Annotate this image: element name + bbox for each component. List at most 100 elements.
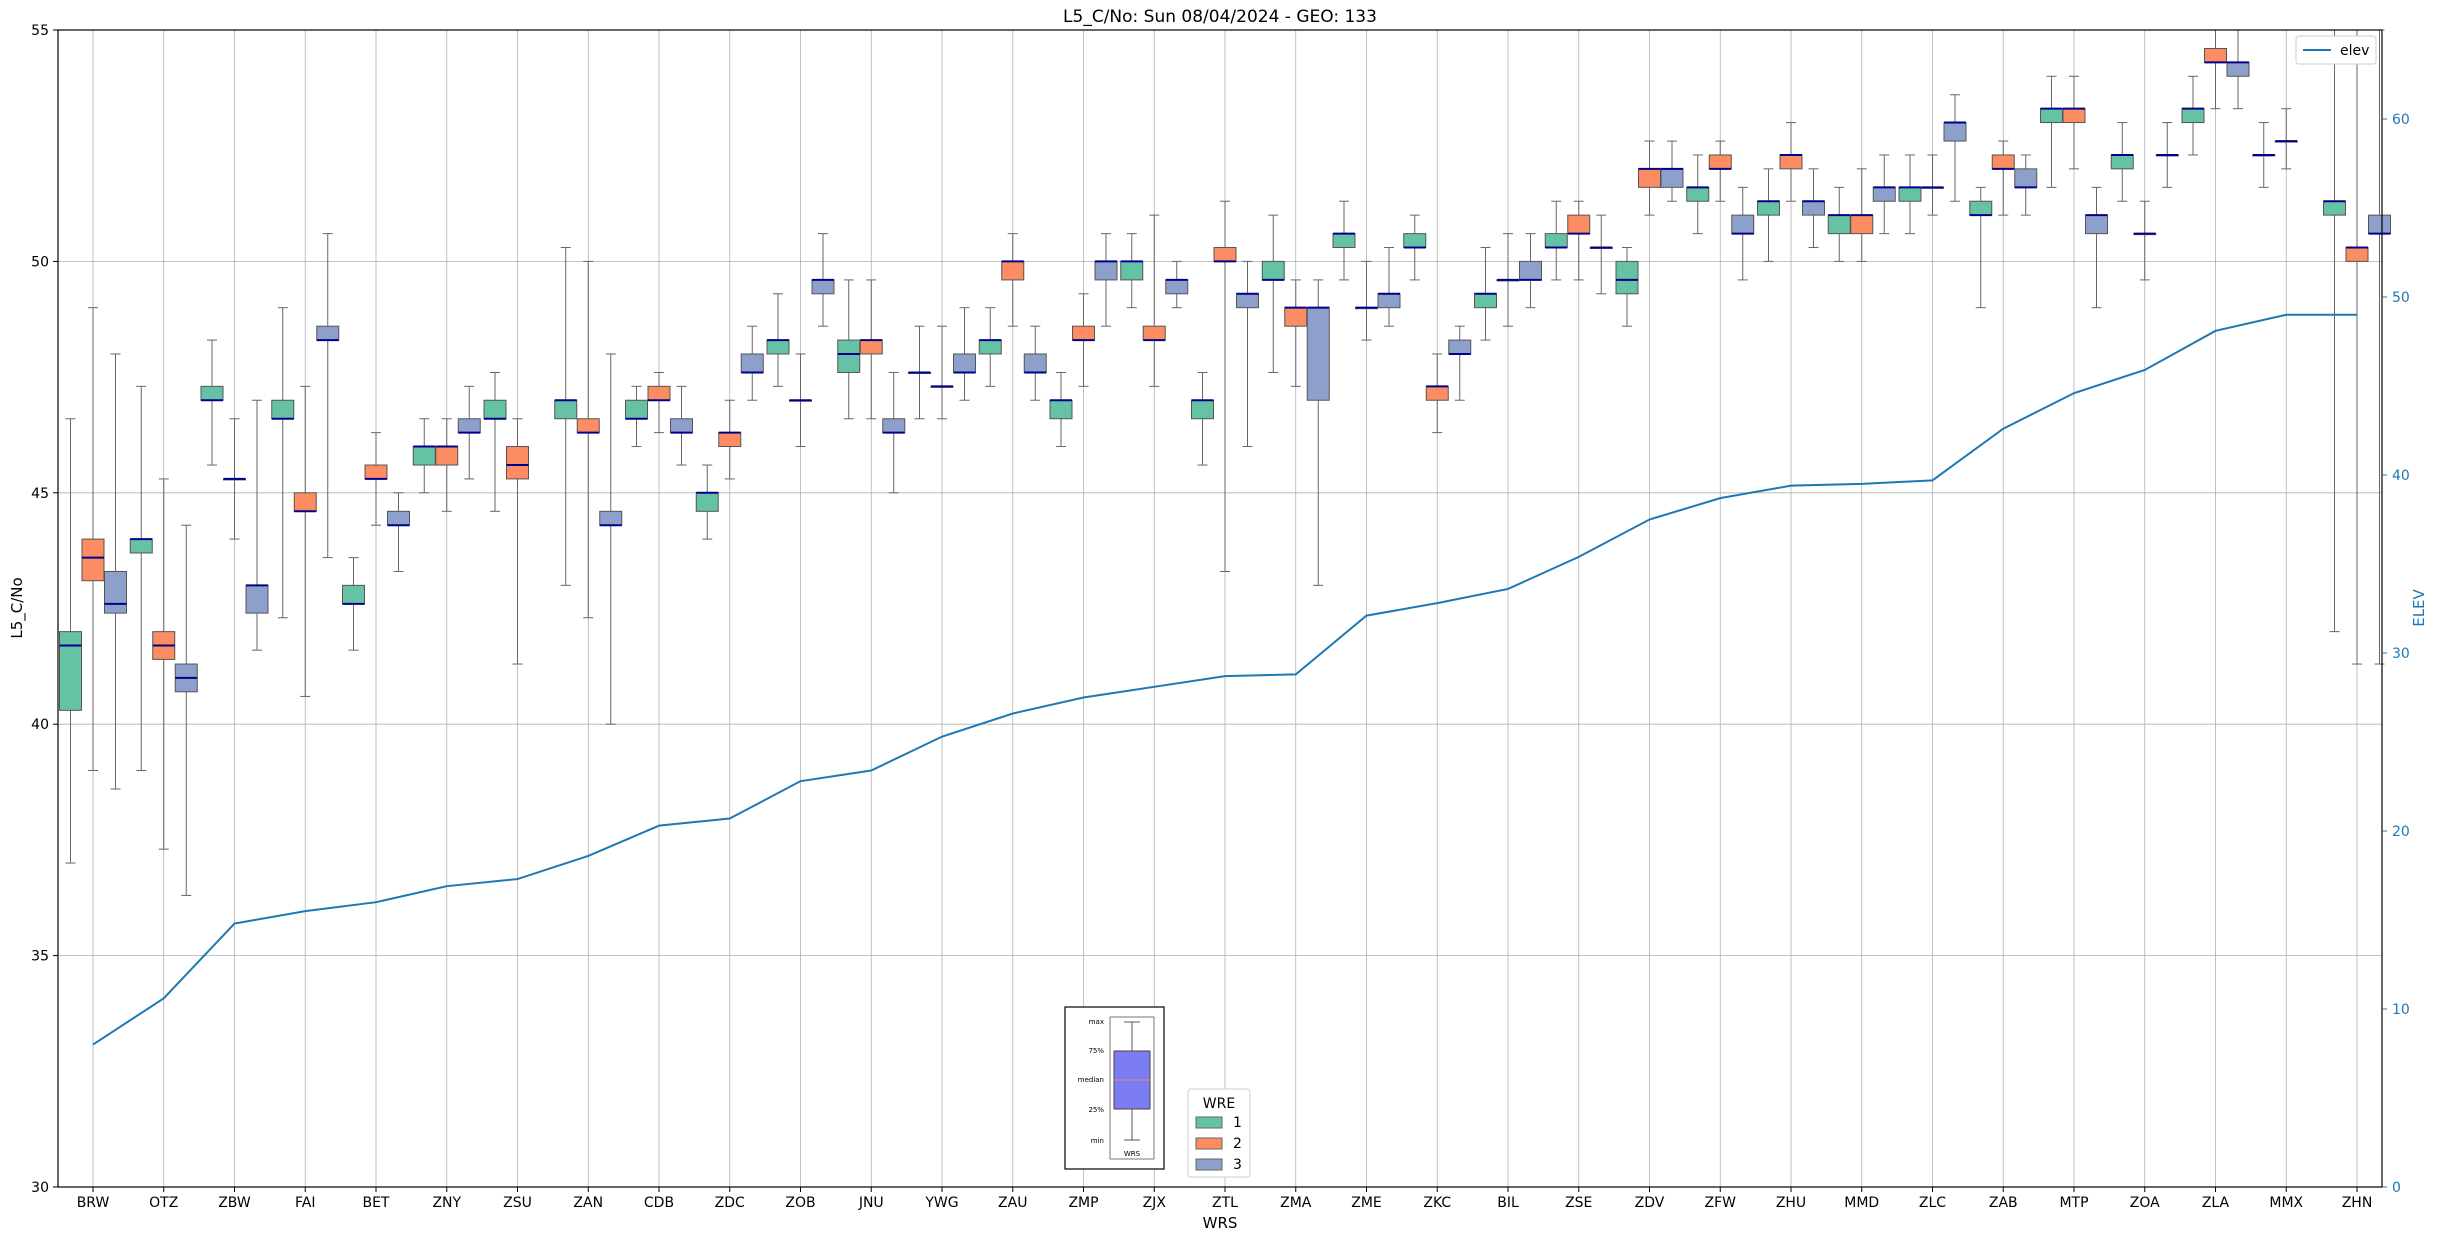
box-BET-wre3 (387, 492, 410, 572)
boxplot-key-min: min (1091, 1137, 1104, 1145)
x-tick-label: ZFW (1705, 1195, 1737, 1211)
box-ZMP-wre3 (1094, 233, 1118, 327)
box-ZDV-wre3 (1660, 140, 1684, 202)
box-ZMA-wre3 (1306, 279, 1330, 586)
x-tick-label: ZDV (1635, 1195, 1665, 1211)
y-tick-label: 40 (31, 717, 49, 733)
box-BRW-wre3 (104, 353, 127, 790)
y-tick-label: 55 (31, 23, 49, 39)
box-body (457, 418, 481, 434)
box-body (1827, 214, 1851, 235)
box-body (2226, 61, 2250, 77)
y-tick-label: 50 (31, 254, 49, 270)
x-tick-label: ZAU (998, 1195, 1027, 1211)
x-tick-label: ZHN (2342, 1195, 2373, 1211)
box-ZLC-wre3 (1921, 154, 1944, 216)
box-body (1001, 260, 1025, 281)
box-OTZ-wre3 (174, 524, 198, 896)
box-body (364, 464, 388, 480)
y-tick-label: 45 (31, 486, 49, 502)
box-ZLC-wre3 (1943, 94, 1967, 202)
box-body (2085, 214, 2108, 235)
box-body (625, 399, 648, 420)
x-tick-label: ZNY (432, 1195, 461, 1211)
box-ZAB-wre2 (1991, 140, 2015, 216)
box-ZJX-wre1 (1120, 233, 1144, 309)
boxplot-key-max: max (1089, 1018, 1104, 1026)
box-body (1072, 325, 1095, 341)
box-ZSU-wre2 (506, 418, 529, 665)
box-ZAN-wre2 (576, 260, 600, 619)
box-body (1142, 325, 1166, 341)
x-tick-label: ZSE (1565, 1195, 1592, 1211)
box-body (2204, 48, 2227, 63)
elev-series (92, 313, 2357, 1046)
box-body (104, 570, 127, 614)
box-CDB-wre2 (647, 371, 671, 434)
box-body (953, 353, 976, 373)
box-body (1686, 186, 1710, 202)
boxplot-key-q1: 25% (1088, 1106, 1104, 1114)
box-MTP-wre3 (2085, 186, 2108, 309)
box-body (2323, 200, 2346, 216)
box-ZME-wre3 (1377, 247, 1401, 327)
x-tick-label: ZKC (1423, 1195, 1451, 1211)
box-BET-wre2 (364, 432, 388, 526)
box-ZKC-wre3 (1448, 325, 1472, 401)
box-body (1448, 339, 1472, 355)
y2-axis-label: ELEV (2410, 588, 2428, 626)
box-ZOB-wre1 (766, 293, 790, 387)
box-body (1943, 122, 1967, 142)
box-ZFW-wre3 (1731, 186, 1755, 281)
box-body (2110, 154, 2134, 170)
box-JNU-wre1 (837, 279, 861, 420)
box-body (1731, 214, 1755, 235)
y2-tick-label: 60 (2392, 112, 2410, 128)
x-tick-label: OTZ (149, 1195, 178, 1211)
box-body (129, 538, 153, 554)
y2-tick-label: 10 (2392, 1002, 2410, 1018)
box-MTP-wre1 (2040, 75, 2063, 188)
box-FAI-wre1 (271, 307, 295, 619)
box-ZHU-wre2 (1779, 122, 1803, 202)
elev-legend-label: elev (2340, 43, 2369, 59)
box-ZAB-wre3 (2014, 154, 2038, 216)
box-ZHU-wre3 (1802, 168, 1825, 249)
x-tick-label: ZHU (1776, 1195, 1806, 1211)
box-body (1213, 247, 1237, 262)
elev-legend: elev (2295, 35, 2377, 65)
x-axis-ticks: BRW OTZ ZBW FAI BET ZNY ZSU ZAN CDB ZDC ZOB JNU YWG Z… (77, 1187, 2373, 1211)
elev-line (92, 313, 2357, 1046)
chart-title: L5_C/No: Sun 08/04/2024 - GEO: 133 (1063, 7, 1377, 27)
box-ZOA-wre3 (2155, 122, 2179, 188)
box-body (1567, 214, 1591, 235)
wre-legend-swatch-2 (1195, 1137, 1223, 1150)
box-ZKC-wre1 (1403, 214, 1427, 281)
box-body (1802, 200, 1825, 216)
box-body (1191, 399, 1214, 420)
x-tick-label: ZBW (218, 1195, 251, 1211)
box-body (978, 339, 1002, 355)
box-ZLA-wre1 (2181, 75, 2205, 156)
box-body (837, 339, 861, 373)
box-body (1850, 214, 1874, 235)
box-ZSE-wre3 (1589, 214, 1613, 295)
box-ZDC-wre1 (695, 464, 719, 540)
plot-frame (57, 29, 2383, 1188)
boxplot-key-caption: WRS (1124, 1150, 1141, 1158)
box-MMD-wre1 (1827, 186, 1851, 262)
box-body (2345, 247, 2369, 262)
box-ZMA-wre2 (1284, 279, 1308, 387)
x-tick-label: ZMA (1280, 1195, 1312, 1211)
box-ZBW-wre3 (245, 399, 269, 651)
box-body (293, 492, 317, 512)
box-ZAN-wre3 (599, 353, 623, 725)
box-ZOB-wre3 (811, 233, 835, 327)
x-tick-label: YWG (924, 1195, 958, 1211)
box-body (1049, 399, 1073, 420)
box-body (1261, 260, 1285, 281)
box-FAI-wre3 (316, 233, 340, 559)
box-MMX-wre1 (2252, 122, 2276, 188)
box-body (740, 353, 764, 373)
wre-legend-label-3: 3 (1233, 1157, 1242, 1173)
